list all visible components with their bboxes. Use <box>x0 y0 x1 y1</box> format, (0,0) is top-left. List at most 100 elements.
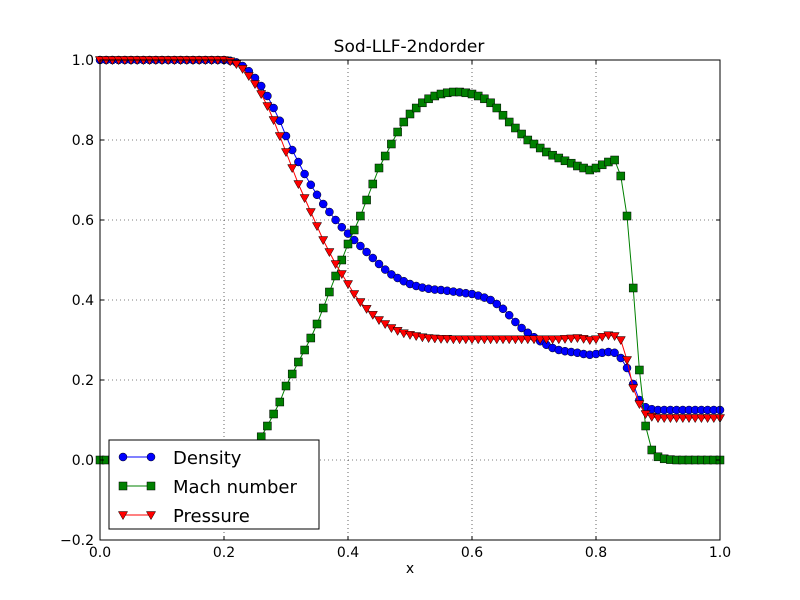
density-point <box>374 259 384 269</box>
legend-marker <box>146 452 156 462</box>
mach-number-point <box>263 421 272 431</box>
density-point <box>263 91 272 101</box>
pressure-point <box>194 56 205 66</box>
mach-number-point <box>300 345 309 355</box>
pressure-point <box>584 336 595 346</box>
mach-number-point <box>517 129 526 139</box>
pressure-point <box>262 102 273 112</box>
pressure-point <box>566 334 577 344</box>
mach-number-point <box>641 421 650 431</box>
pressure-point <box>293 180 304 190</box>
pressure-point <box>249 80 261 90</box>
pressure-point <box>318 236 329 246</box>
density-point <box>356 241 365 251</box>
pressure-point <box>212 56 223 66</box>
y-tick-label: 0.0 <box>72 453 94 469</box>
pressure-point <box>516 335 527 345</box>
pressure-point <box>311 222 323 232</box>
mach-number-point <box>504 117 514 127</box>
pressure-point <box>125 56 137 66</box>
x-tick-label: 0.0 <box>89 545 111 561</box>
density-point <box>300 169 309 179</box>
pressure-point <box>330 260 341 270</box>
legend-label: Density <box>173 448 242 469</box>
density-point <box>269 103 278 113</box>
pressure-point <box>237 65 248 74</box>
x-tick-label: 0.4 <box>337 545 359 561</box>
density-point <box>511 317 520 327</box>
pressure-point <box>280 148 292 158</box>
series-layer <box>94 55 726 465</box>
pressure-point <box>597 333 608 342</box>
y-tick-label: 0.4 <box>72 293 94 309</box>
mach-number-point <box>306 333 316 343</box>
x-axis-label: x <box>406 561 414 577</box>
pressure-point <box>113 56 124 66</box>
pressure-point <box>206 56 217 66</box>
pressure-point <box>621 356 633 366</box>
pressure-point <box>702 414 713 424</box>
mach-number-point <box>511 123 520 133</box>
x-tick-label: 0.6 <box>461 545 483 561</box>
pressure-point <box>119 56 130 66</box>
pressure-point <box>522 335 533 345</box>
pressure-point <box>299 194 310 204</box>
pressure-point <box>163 56 174 66</box>
mach-number-point <box>635 365 644 375</box>
mach-number-point <box>498 110 508 120</box>
pressure-point <box>231 60 242 70</box>
pressure-point <box>274 132 285 142</box>
pressure-point <box>510 335 521 345</box>
y-tick-label: 0.6 <box>72 213 94 229</box>
series-group <box>94 56 726 424</box>
pressure-point <box>324 248 335 258</box>
mach-number-point <box>349 225 359 235</box>
pressure-point <box>547 335 558 345</box>
series-group <box>95 55 725 415</box>
density-point <box>306 180 316 190</box>
pressure-point <box>435 335 447 344</box>
mach-number-point <box>380 151 390 161</box>
density-point <box>362 247 371 257</box>
mach-number-point <box>387 139 396 149</box>
mach-number-point <box>486 98 495 108</box>
pressure-point <box>150 56 161 66</box>
mach-number-point <box>318 303 328 313</box>
pressure-point <box>268 116 279 126</box>
density-point <box>294 157 303 167</box>
mach-number-point <box>399 117 409 127</box>
legend-marker <box>145 511 157 521</box>
pressure-point <box>652 414 664 424</box>
pressure-point <box>535 335 546 345</box>
pressure-point <box>553 335 564 345</box>
pressure-point <box>101 56 112 66</box>
pressure-point <box>181 56 192 66</box>
mach-number-point <box>356 211 365 221</box>
pressure-point <box>690 414 701 424</box>
pressure-point <box>107 56 118 66</box>
density-point <box>331 215 340 225</box>
pressure-point <box>504 335 515 345</box>
mach-number-point <box>393 127 402 137</box>
mach-number-point <box>337 255 347 265</box>
legend-marker <box>118 481 128 491</box>
density-point <box>504 310 514 320</box>
mach-number-point <box>492 103 502 113</box>
mach-number-point <box>281 381 291 391</box>
pressure-point <box>367 311 378 320</box>
mach-number-point <box>616 171 626 181</box>
density-point <box>492 299 502 309</box>
mach-number-point <box>647 445 657 455</box>
mach-number-point <box>287 369 297 379</box>
density-point <box>318 199 328 209</box>
pressure-point <box>696 414 707 424</box>
pressure-point <box>559 335 571 344</box>
mach-number-point <box>275 397 285 407</box>
pressure-point <box>355 298 366 308</box>
pressure-point <box>466 335 478 345</box>
density-point <box>380 265 390 274</box>
mach-number-point <box>362 195 371 205</box>
pressure-point <box>659 414 670 424</box>
grid <box>100 60 720 540</box>
